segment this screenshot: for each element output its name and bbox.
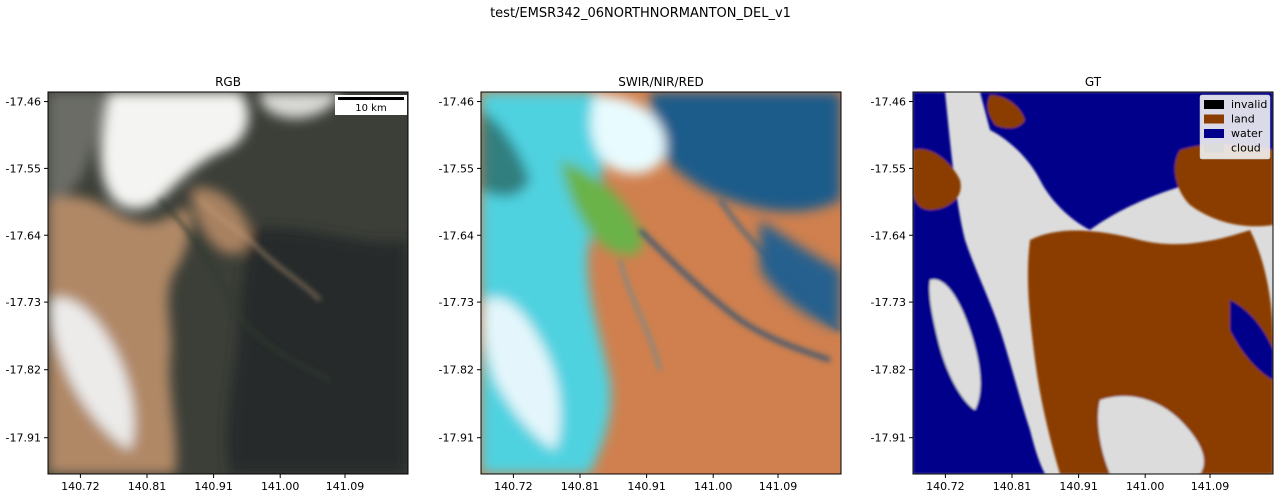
rgb-ytick-label: -17.73 [6, 296, 41, 309]
swir-xtick-label: 140.81 [561, 480, 600, 493]
scalebar-label: 10 km [355, 103, 386, 114]
rgb-ytick-label: -17.46 [6, 96, 41, 109]
gt-land-main [1027, 230, 1273, 474]
swir-green-band [560, 160, 643, 255]
swir-river-2 [718, 199, 841, 332]
swir-panel: SWIR/NIR/RED 140.72 140.81 140.91 141.00 141… [439, 75, 842, 493]
swir-xtick-label: 140.72 [494, 480, 533, 493]
rgb-cloud-sw [49, 298, 135, 450]
swir-river-3 [619, 259, 661, 371]
rgb-ytick-label: -17.55 [6, 162, 41, 175]
scalebar: 10 km [335, 95, 407, 115]
rgb-xtick-label: 140.72 [61, 480, 100, 493]
gt-ytick-label: -17.73 [871, 296, 906, 309]
legend-label-land: land [1231, 113, 1255, 126]
swir-panel-title: SWIR/NIR/RED [618, 75, 703, 89]
rgb-ytick-label: -17.82 [6, 364, 41, 377]
rgb-panel-title: RGB [215, 75, 241, 89]
swir-frame [480, 91, 842, 475]
gt-land-north [987, 95, 1025, 129]
scalebar-bar [338, 97, 404, 100]
gt-ytick-label: -17.91 [871, 432, 906, 445]
swir-water-north [650, 92, 841, 212]
swir-river-1 [638, 228, 831, 362]
rgb-xtick-label: 140.81 [128, 480, 167, 493]
legend-swatch-invalid [1204, 100, 1224, 109]
swir-xtick-label: 141.09 [759, 480, 798, 493]
rgb-cloud-ne [259, 92, 340, 119]
rgb-shadow-dark [227, 227, 408, 474]
gt-ytick-label: -17.46 [871, 96, 906, 109]
gt-panel-title: GT [1085, 75, 1102, 89]
rgb-ytick-label: -17.64 [6, 229, 41, 242]
gt-water-east [1230, 300, 1273, 380]
swir-ytick-label: -17.73 [439, 296, 474, 309]
gt-cloud-south [1098, 396, 1204, 474]
rgb-haze-west [48, 92, 110, 200]
rgb-xtick-label: 141.00 [261, 480, 300, 493]
legend-swatch-land [1204, 114, 1224, 124]
legend-label-invalid: invalid [1231, 98, 1267, 111]
gt-xtick-label: 141.09 [1191, 480, 1230, 493]
rgb-xtick-label: 141.09 [326, 480, 365, 493]
rgb-river-2 [199, 199, 321, 301]
legend-swatch-water [1204, 129, 1224, 138]
swir-ytick-label: -17.91 [439, 432, 474, 445]
gt-ytick-label: -17.64 [871, 229, 906, 242]
rgb-land-west [48, 196, 192, 474]
swir-ytick-label: -17.64 [439, 229, 474, 242]
gt-xtick-label: 140.81 [993, 480, 1032, 493]
rgb-river-1 [158, 198, 331, 382]
rgb-ytick-label: -17.91 [6, 432, 41, 445]
gt-land-northeast [1174, 144, 1273, 227]
swir-cloud-white [591, 95, 666, 174]
swir-ytick-label: -17.55 [439, 162, 474, 175]
legend-swatch-cloud [1204, 143, 1224, 153]
rgb-panel: RGB 10 km 140.72 140.81 140.91 14 [6, 75, 409, 493]
rgb-xtick-label: 140.91 [194, 480, 233, 493]
rgb-cloud-top [100, 92, 249, 210]
gt-xtick-label: 141.00 [1126, 480, 1165, 493]
gt-land-northwest [913, 149, 961, 210]
legend-label-water: water [1231, 127, 1263, 140]
figure-title: test/EMSR342_06NORTHNORMANTON_DEL_v1 [490, 6, 791, 21]
swir-cloud-sw [483, 298, 561, 450]
swir-water-mid [760, 220, 841, 330]
swir-xtick-label: 140.91 [627, 480, 666, 493]
legend-box [1199, 94, 1271, 160]
gt-ytick-label: -17.82 [871, 364, 906, 377]
gt-ytick-label: -17.55 [871, 162, 906, 175]
swir-shadow-west [481, 110, 530, 197]
rgb-image [48, 92, 408, 474]
gt-frame [912, 91, 1274, 475]
gt-xtick-label: 140.72 [926, 480, 965, 493]
rgb-frame [47, 91, 409, 475]
swir-ytick-label: -17.46 [439, 96, 474, 109]
legend-label-cloud: cloud [1231, 142, 1261, 155]
swir-image [481, 92, 841, 474]
gt-xtick-label: 140.91 [1059, 480, 1098, 493]
swir-ytick-label: -17.82 [439, 364, 474, 377]
gt-cloud-west [929, 279, 981, 410]
swir-xtick-label: 141.00 [694, 480, 733, 493]
gt-image [913, 92, 1273, 474]
